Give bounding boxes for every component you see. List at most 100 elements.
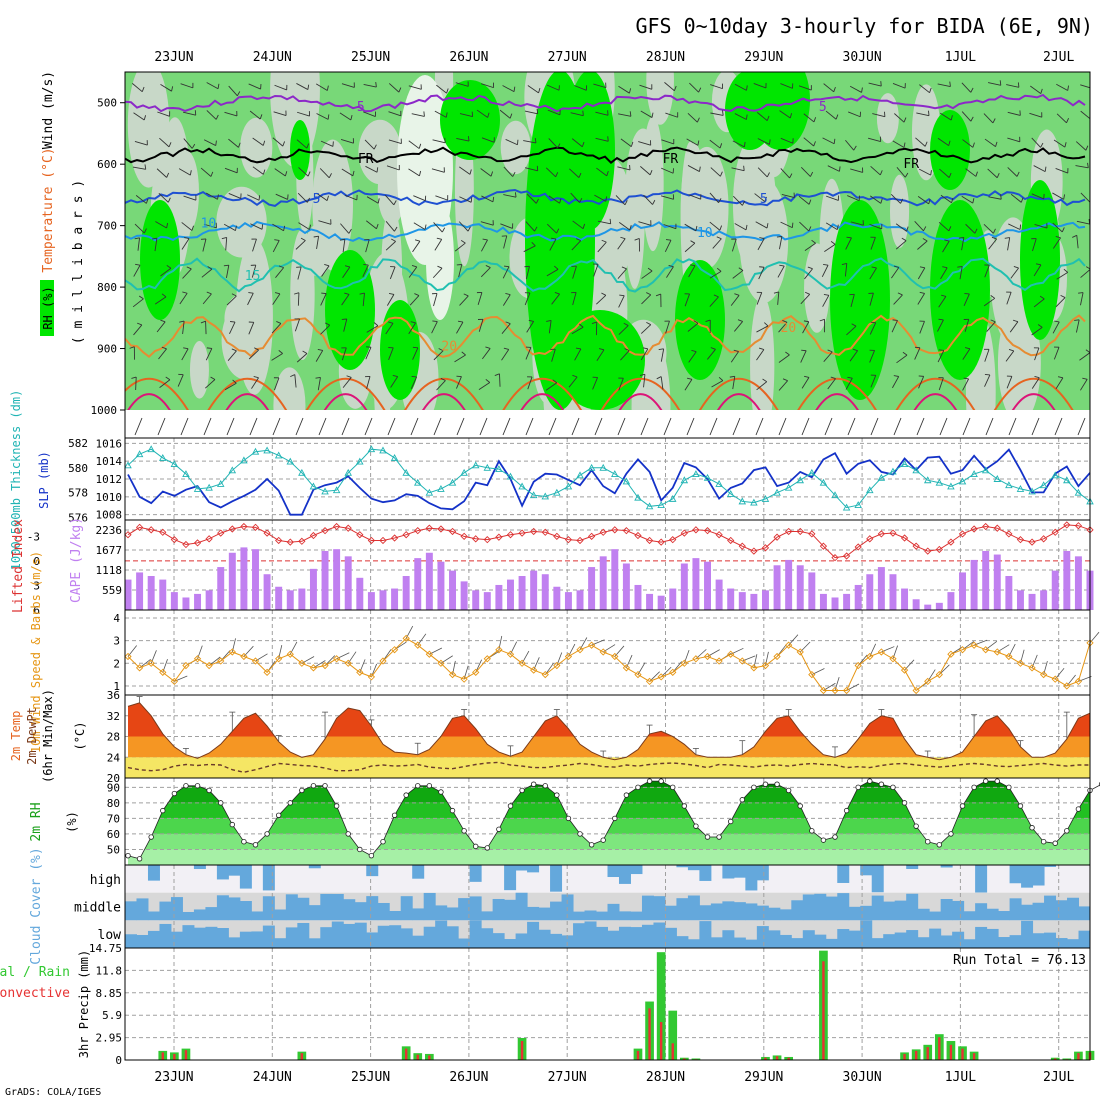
rh-point bbox=[983, 779, 988, 784]
contour-label: 10 bbox=[201, 217, 217, 232]
ytick-label: 3 bbox=[113, 635, 120, 648]
cloud-cell bbox=[516, 893, 528, 921]
cloud-cell bbox=[263, 926, 275, 948]
cloud-cell bbox=[1079, 931, 1091, 948]
cloud-cell bbox=[608, 931, 620, 948]
rh-point bbox=[601, 838, 606, 843]
date-label-top: 1JUL bbox=[945, 50, 976, 65]
cape-bar bbox=[136, 572, 143, 610]
contour-label: 15 bbox=[245, 269, 261, 284]
cloud-cell bbox=[171, 932, 183, 948]
rh-point bbox=[879, 782, 884, 787]
ytick-label: 14.75 bbox=[89, 942, 122, 955]
cloud-cell bbox=[504, 900, 516, 921]
cloud-cell bbox=[309, 938, 321, 948]
cloud-cell bbox=[573, 912, 585, 921]
cloud-cell bbox=[964, 939, 976, 948]
cloud-cell bbox=[987, 909, 999, 921]
cloud-cell bbox=[964, 911, 976, 920]
contour-label: FR bbox=[903, 157, 919, 172]
cloud-cell bbox=[539, 908, 551, 921]
cloud-cell bbox=[1033, 903, 1045, 921]
cloud-cell bbox=[539, 930, 551, 948]
cape-bar bbox=[739, 592, 746, 610]
contour-label: 5 bbox=[357, 100, 365, 115]
cape-bar bbox=[252, 549, 259, 610]
wind-barb-flag bbox=[1020, 225, 1021, 230]
cloud-cell bbox=[527, 865, 539, 872]
rh-dry-region bbox=[646, 35, 674, 124]
rh-point bbox=[253, 843, 258, 848]
surface-gap bbox=[125, 410, 1090, 438]
rh-point bbox=[427, 783, 432, 788]
cape-bar bbox=[971, 560, 978, 610]
cape-bar bbox=[947, 592, 954, 610]
temp-fill-mid bbox=[125, 737, 1090, 758]
wind-barb bbox=[136, 377, 137, 390]
cape-bar bbox=[704, 562, 711, 610]
cloud-cell bbox=[1044, 896, 1056, 921]
precip-convective-bar bbox=[405, 1049, 407, 1060]
rh-point bbox=[381, 839, 386, 844]
precip-convective-bar bbox=[185, 1050, 187, 1060]
cloud-cell bbox=[389, 925, 401, 948]
cloud-cell bbox=[136, 935, 148, 948]
cloud-cell bbox=[343, 899, 355, 920]
cape-bar bbox=[437, 562, 444, 610]
cape-bar bbox=[553, 587, 560, 610]
cloud-cell bbox=[975, 903, 987, 920]
precip-convective-bar bbox=[648, 1008, 650, 1060]
rh-point bbox=[925, 839, 930, 844]
ytick-label: 500 bbox=[97, 97, 117, 110]
wind-barb-flag bbox=[376, 82, 377, 87]
ytick-label-right: 1016 bbox=[96, 437, 123, 450]
cape-bar bbox=[403, 576, 410, 610]
cloud-cell bbox=[653, 923, 665, 948]
cloud-cell bbox=[676, 936, 688, 948]
cloud-cell bbox=[159, 902, 171, 921]
cloud-cell bbox=[550, 934, 562, 948]
cloud-cell bbox=[194, 909, 206, 920]
ytick-label: 2 bbox=[113, 657, 120, 670]
cape-bar bbox=[889, 574, 896, 610]
rh-point bbox=[717, 835, 722, 840]
cloud-cell bbox=[240, 901, 252, 920]
cape-bar bbox=[808, 572, 815, 610]
cloud-cell bbox=[1033, 933, 1045, 948]
ytick-label-left: 580 bbox=[68, 462, 88, 475]
rh-point bbox=[184, 783, 189, 788]
cloud-cell bbox=[332, 894, 344, 920]
ylabel-cloud: Cloud Cover (%) bbox=[29, 847, 44, 964]
rh-point bbox=[520, 788, 525, 793]
cloud-cell bbox=[447, 907, 459, 920]
rh-point bbox=[1053, 841, 1058, 846]
cape-bar bbox=[623, 563, 630, 610]
date-label-bottom: 30JUN bbox=[843, 1070, 882, 1085]
ytick-label-right: 1677 bbox=[96, 544, 123, 557]
contour-label: 5 bbox=[760, 192, 768, 207]
cape-bar bbox=[333, 549, 340, 610]
rh-very-dry-region bbox=[426, 200, 454, 320]
ylabel-precip: 3hr Precip (mm) bbox=[77, 950, 91, 1058]
cloud-cell bbox=[734, 902, 746, 920]
cloud-cell bbox=[745, 940, 757, 948]
cape-bar bbox=[1017, 590, 1024, 610]
precip-convective-bar bbox=[521, 1041, 523, 1060]
cloud-cell bbox=[159, 924, 171, 948]
cloud-cell bbox=[745, 903, 757, 920]
cloud-cell bbox=[389, 911, 401, 920]
rh-moist-region bbox=[325, 250, 375, 370]
cloud-cell bbox=[401, 928, 413, 948]
cape-bar bbox=[125, 580, 132, 610]
cloud-cell bbox=[263, 865, 275, 890]
precip-convective-bar bbox=[428, 1055, 430, 1060]
cloud-cell bbox=[722, 865, 734, 879]
ylabel-minmax: (6hr Min/Max) bbox=[41, 689, 55, 783]
cloud-cell bbox=[148, 865, 160, 881]
precip-convective-bar bbox=[927, 1047, 929, 1060]
cloud-cell bbox=[378, 903, 390, 920]
cloud-cell bbox=[228, 897, 240, 920]
ytick-label: 600 bbox=[97, 158, 117, 171]
rh-point bbox=[937, 843, 942, 848]
